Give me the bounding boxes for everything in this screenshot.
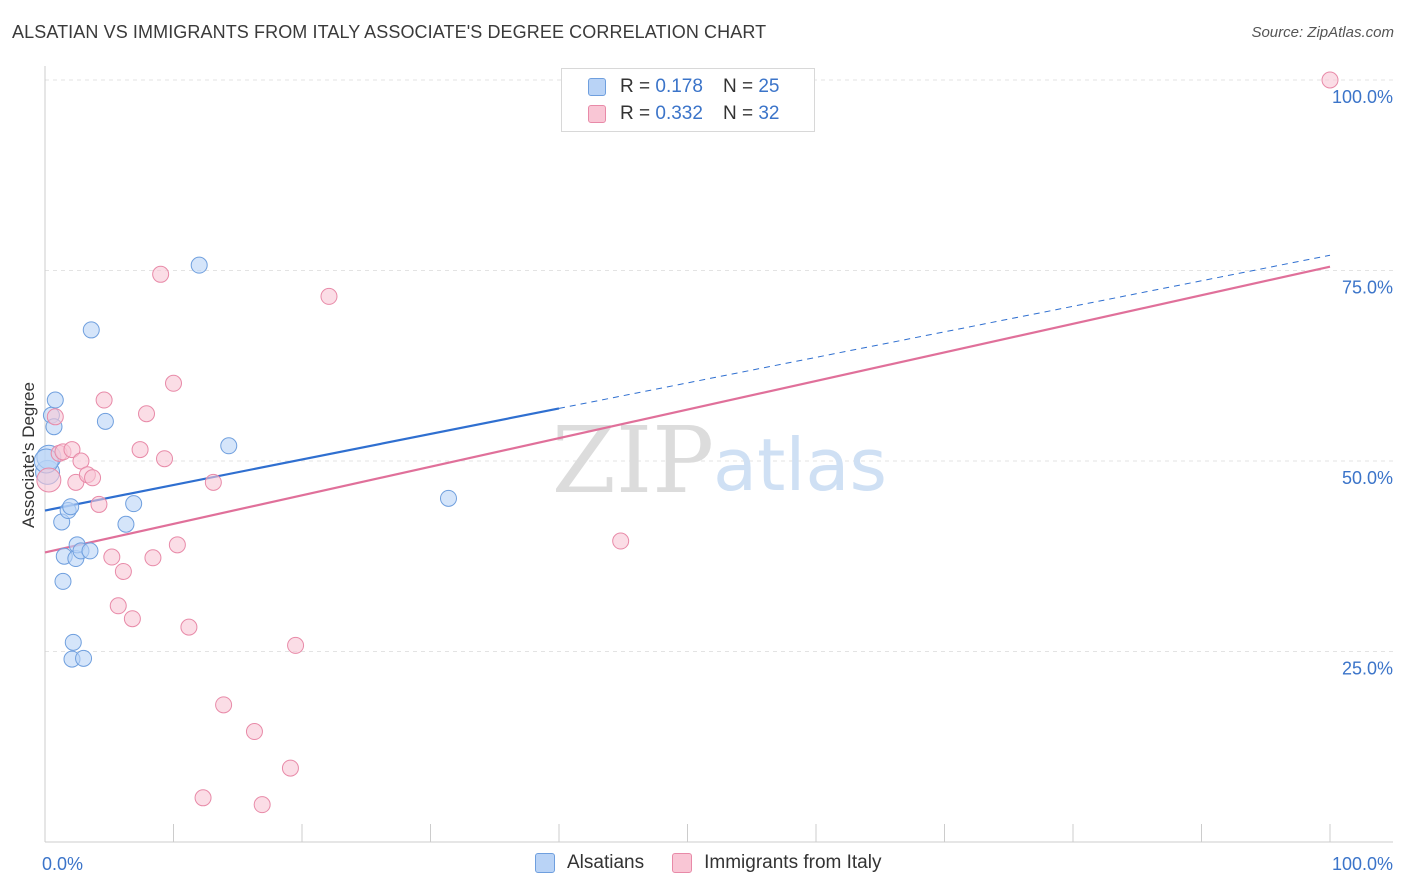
point-italy <box>245 723 263 741</box>
legend-swatch-pink <box>588 105 606 123</box>
point-italy <box>144 549 162 567</box>
point-italy <box>36 467 62 493</box>
trend-lines <box>44 254 1331 554</box>
chart-title: ALSATIAN VS IMMIGRANTS FROM ITALY ASSOCI… <box>12 22 767 42</box>
legend-n-value: 25 <box>758 76 780 97</box>
legend-item-alsatians: Alsatians <box>535 852 644 874</box>
point-italy <box>180 618 198 636</box>
source-label: Source: ZipAtlas.com <box>1251 24 1394 41</box>
point-italy <box>152 265 170 283</box>
point-italy <box>253 796 271 814</box>
point-italy <box>103 548 121 566</box>
tick-labels: 25.0% 50.0% 75.0% 100.0% 0.0% 100.0% <box>42 87 1393 874</box>
point-italy <box>123 610 141 628</box>
legend-r-label: R = <box>620 103 651 124</box>
point-alsatians <box>190 256 208 274</box>
y-tick-label: 25.0% <box>1342 659 1393 679</box>
point-italy <box>287 636 305 654</box>
point-italy <box>131 441 149 459</box>
point-alsatians <box>62 498 80 516</box>
trend-line-alsatians <box>44 407 560 512</box>
point-italy <box>194 789 212 807</box>
legend-n-label: N = <box>722 103 754 124</box>
point-alsatians <box>125 495 143 513</box>
point-alsatians <box>220 437 238 455</box>
legend-r-value: 0.332 <box>655 103 703 124</box>
y-tick-label: 100.0% <box>1332 87 1393 107</box>
watermark-zip: ZIP <box>552 407 714 514</box>
point-italy <box>72 452 90 470</box>
legend-swatch-blue <box>588 78 606 96</box>
data-points <box>33 71 1339 814</box>
point-alsatians <box>82 321 100 339</box>
series-legend: Alsatians Immigrants from Italy <box>535 852 909 874</box>
point-alsatians <box>46 391 64 409</box>
legend-row-italy: R = 0.332 N = 32 <box>588 102 779 126</box>
y-axis-label: Associate's Degree <box>19 382 38 528</box>
point-italy <box>109 597 127 615</box>
legend-r-value: 0.178 <box>655 76 703 97</box>
legend-n-value: 32 <box>758 103 780 124</box>
y-tick-label: 50.0% <box>1342 468 1393 488</box>
point-italy <box>63 441 81 459</box>
point-italy <box>90 495 108 513</box>
legend-swatch-pink <box>672 853 693 873</box>
point-alsatians <box>439 489 457 507</box>
point-italy <box>612 532 630 550</box>
point-alsatians <box>117 515 135 533</box>
legend-swatch-blue <box>535 853 555 873</box>
point-alsatians <box>96 412 114 430</box>
point-alsatians <box>81 542 99 560</box>
point-italy <box>95 391 113 409</box>
point-italy <box>320 287 338 305</box>
y-tick-label: 75.0% <box>1342 278 1393 298</box>
legend-label: Alsatians <box>567 852 645 873</box>
point-alsatians <box>75 649 93 667</box>
point-italy <box>46 408 64 426</box>
point-alsatians <box>64 633 82 651</box>
point-italy <box>138 405 156 423</box>
trend-line-italy <box>44 265 1331 554</box>
point-italy <box>165 374 182 392</box>
point-alsatians <box>54 572 72 590</box>
watermark: ZIP atlas <box>552 407 887 514</box>
legend-label: Immigrants from Italy <box>704 852 882 873</box>
x-tick-label: 0.0% <box>42 854 83 874</box>
point-italy <box>156 450 174 468</box>
x-tick-label: 100.0% <box>1332 854 1393 874</box>
point-italy <box>204 473 222 491</box>
point-italy <box>281 759 299 777</box>
point-italy <box>1321 71 1339 89</box>
legend-n-label: N = <box>722 76 754 97</box>
point-italy <box>114 562 132 580</box>
point-italy <box>215 696 233 714</box>
legend-r-label: R = <box>620 76 651 97</box>
legend-row-alsatians: R = 0.178 N = 25 <box>588 75 779 99</box>
trend-line-alsatians-extension <box>558 254 1331 409</box>
watermark-atlas: atlas <box>713 423 887 507</box>
point-italy <box>84 469 102 487</box>
point-italy <box>168 536 186 554</box>
stats-legend: R = 0.178 N = 25 R = 0.332 N = 32 <box>561 68 815 132</box>
grid-lines <box>45 79 1393 652</box>
legend-item-italy: Immigrants from Italy <box>672 852 881 874</box>
